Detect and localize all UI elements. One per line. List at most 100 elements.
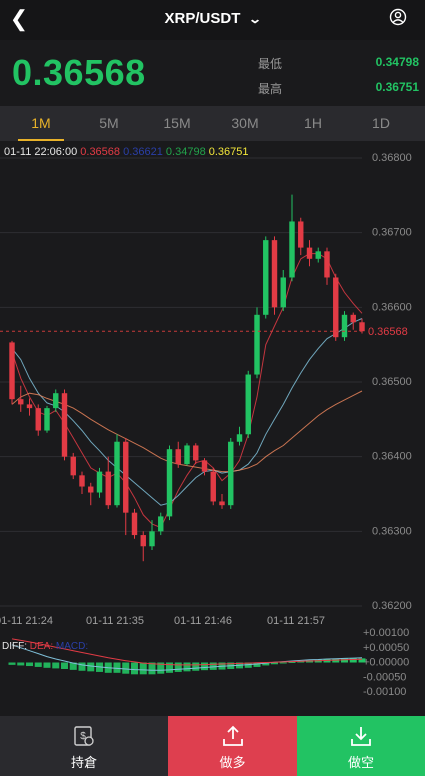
pair-title: XRP/USDT [164,10,241,27]
macd-bar [17,662,25,666]
macd-bar [244,662,252,668]
macd-bar [279,662,287,664]
high-value: 0.36751 [375,80,419,94]
candle-body [271,240,278,308]
position-icon: $ [74,726,94,746]
macd-dea-line [11,638,363,666]
candle-body [333,277,339,338]
candle-body [53,393,59,409]
y-tick-label: 0.36600 [372,301,412,313]
macd-bar [8,662,16,665]
candle-body [324,251,330,278]
candle-body [193,445,199,461]
y-tick-label: 0.36500 [372,376,412,388]
tab-1d[interactable]: 1D [372,115,390,131]
candle-body [61,393,68,457]
candle-body [341,314,348,338]
tab-30m[interactable]: 30M [231,115,259,131]
hold-label: 持倉 [70,755,97,770]
candle-body [228,441,234,506]
ma-line-1 [11,253,363,529]
macd-tick-label: -0.00050 [363,671,406,683]
candlestick-chart[interactable]: 0.36800 0.36700 0.36600 0.36500 0.36400 0.363… [0,0,425,716]
candle-body [44,408,50,431]
macd-bar [122,662,130,674]
candle-body [201,460,208,472]
y-tick-label: 0.36300 [372,525,412,537]
candle-body [359,322,365,332]
macd-bar [183,662,191,672]
macd-bar [69,662,77,670]
candle-legend: 01-11 22:06:00 0.36568 0.36621 0.34798 0… [4,146,249,158]
macd-bar [192,662,200,671]
macd-diff-label: DIFF: [2,641,27,652]
candle-body [306,247,313,259]
candle-body [9,342,15,400]
macd-bar [148,662,156,675]
price-summary: 0.36568 最低 0.34798 最高 0.36751 [0,40,425,106]
candle-body [79,475,85,487]
high-label: 最高 [258,82,283,96]
candle-body [254,314,260,375]
macd-bar [61,662,68,669]
tab-1m[interactable]: 1M [8,106,74,141]
candle-body [210,471,216,502]
last-price: 0.36568 [12,52,146,93]
candle-body [298,221,304,248]
macd-bar [139,662,147,675]
candle-body [114,441,120,506]
macd-bar [209,662,217,670]
pair-selector[interactable]: XRP/USDT ⌄ [0,10,425,27]
ma-line-2 [11,318,363,506]
macd-bar [271,662,278,665]
hold-button[interactable]: $ 持倉 [0,716,168,776]
macd-bar [131,662,138,675]
user-icon[interactable] [389,8,407,26]
current-price-label: 0.36568 [368,326,408,338]
candle-body [96,471,103,493]
macd-tick-label: +0.00100 [363,627,409,639]
macd-bar [262,662,270,666]
long-button[interactable]: 做多 [168,716,297,776]
short-button[interactable]: 做空 [297,716,425,776]
legend-value-1: 0.36568 [80,146,121,158]
candle-body [280,277,286,308]
back-arrow-icon[interactable]: ❮ [9,6,29,31]
x-tick-label: 01-11 21:35 [86,615,144,627]
upload-arrow-icon [222,725,243,746]
macd-diff-line [11,644,363,671]
chevron-down-icon: ⌄ [248,12,263,26]
candle-body [131,512,138,536]
macd-tick-label: +0.00000 [363,657,409,669]
macd-bar [253,662,261,667]
y-tick-label: 0.36800 [372,152,412,164]
candle-body [158,516,164,532]
candle-body [315,251,321,259]
x-tick-label: 01-11 21:46 [174,615,232,627]
candle-body [18,399,24,405]
top-bar: ❮ XRP/USDT ⌄ [0,0,425,40]
macd-bar [113,662,121,673]
macd-tick-label: -0.00100 [363,686,406,698]
candle-body [123,441,129,513]
candle-body [26,404,33,409]
y-tick-label: 0.36200 [372,600,412,612]
low-value: 0.34798 [375,55,419,69]
tab-5m[interactable]: 5M [99,115,119,131]
candle-body [70,456,76,476]
macd-bar [87,662,95,672]
candle-body [350,314,356,323]
candle-body [236,434,243,442]
candle-body [219,501,225,506]
candle-body [149,531,155,547]
macd-bar [26,662,33,667]
macd-bar [288,661,296,663]
svg-text:$: $ [80,731,86,742]
macd-bar [341,658,348,663]
macd-bar [201,662,208,671]
candle-body [166,449,173,517]
macd-legend: DIFF: DEA: MACD: [2,641,88,652]
macd-bar [174,662,182,672]
tab-1h[interactable]: 1H [304,115,322,131]
tab-15m[interactable]: 15M [163,115,191,131]
